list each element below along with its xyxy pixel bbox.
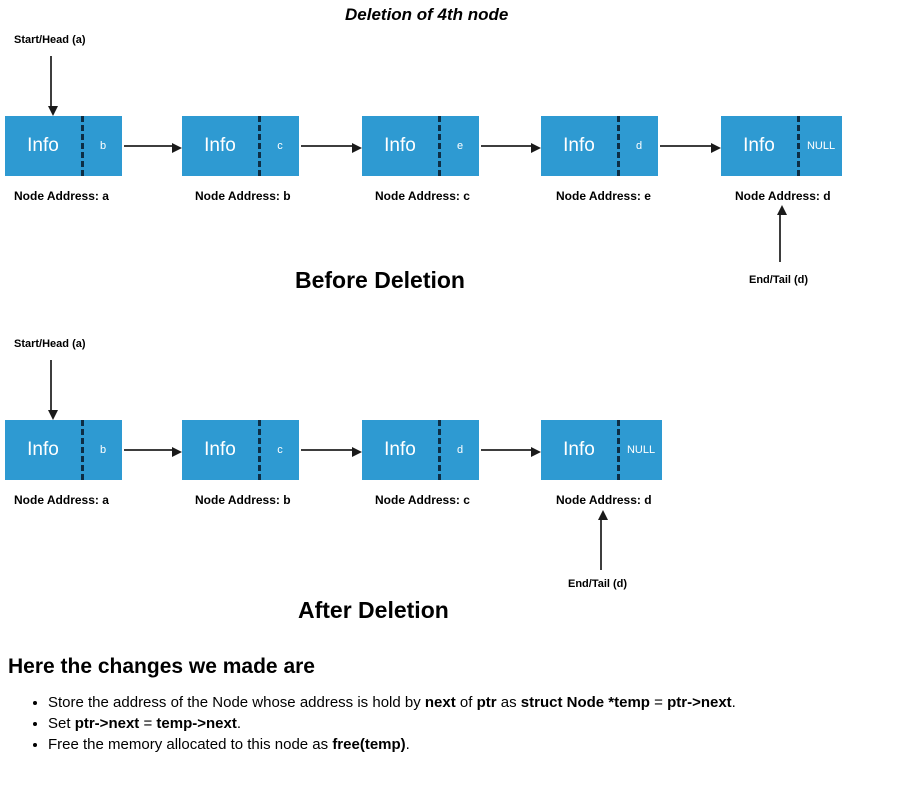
node-address-label: Node Address: d <box>735 189 831 203</box>
changes-list: Store the address of the Node whose addr… <box>8 692 904 755</box>
head-arrow-down-icon <box>48 56 58 116</box>
text-segment: ptr->next <box>74 715 140 732</box>
page-title: Deletion of 4th node <box>345 5 509 24</box>
link-arrow-icon <box>301 143 362 153</box>
node-info-field: Info <box>384 439 416 460</box>
node-next-pointer-field: b <box>81 116 122 176</box>
text-segment: = <box>649 694 668 711</box>
node-info-field: Info <box>27 135 59 156</box>
node-info-field: Info <box>204 135 236 156</box>
node-next-pointer-field: c <box>258 420 299 480</box>
text-segment: . <box>731 694 736 711</box>
node-info-field: Info <box>563 439 595 460</box>
node-next-pointer-field: d <box>438 420 479 480</box>
before-node-3: Info e <box>362 116 479 176</box>
link-arrow-icon <box>660 143 721 153</box>
changes-section: Here the changes we made are Store the a… <box>8 655 904 755</box>
node-next-pointer-field: NULL <box>797 116 842 176</box>
node-info-field: Info <box>743 135 775 156</box>
text-segment: free(temp) <box>332 736 406 753</box>
node-next-pointer-field: b <box>81 420 122 480</box>
node-info-field: Info <box>384 135 416 156</box>
text-segment: . <box>405 736 410 753</box>
text-segment: struct Node *temp <box>520 694 650 711</box>
text-segment: = <box>139 715 157 732</box>
link-arrow-icon <box>481 143 541 153</box>
node-info-field: Info <box>563 135 595 156</box>
node-next-pointer-field: e <box>438 116 479 176</box>
link-arrow-icon <box>481 447 541 457</box>
node-address-label: Node Address: b <box>195 493 291 507</box>
before-node-1: Info b <box>5 116 122 176</box>
after-node-4: Info NULL <box>541 420 662 480</box>
text-segment: Set <box>48 715 75 732</box>
node-next-pointer-field: NULL <box>617 420 662 480</box>
before-node-2: Info c <box>182 116 299 176</box>
after-node-2: Info c <box>182 420 299 480</box>
before-node-4: Info d <box>541 116 658 176</box>
node-address-label: Node Address: d <box>556 493 652 507</box>
node-address-label: Node Address: e <box>556 189 651 203</box>
link-arrow-icon <box>301 447 362 457</box>
after-deletion-heading: After Deletion <box>298 597 449 623</box>
node-address-label: Node Address: a <box>14 189 109 203</box>
before-tail-label: End/Tail (d) <box>749 274 809 286</box>
after-head-label: Start/Head (a) <box>14 338 86 350</box>
text-segment: ptr <box>476 694 497 711</box>
head-arrow-down-icon <box>48 360 58 420</box>
node-address-label: Node Address: a <box>14 493 109 507</box>
node-address-label: Node Address: c <box>375 189 470 203</box>
after-node-3: Info d <box>362 420 479 480</box>
text-segment: next <box>424 694 456 711</box>
text-segment: Store the address of the Node whose addr… <box>48 694 425 711</box>
node-info-field: Info <box>27 439 59 460</box>
node-next-pointer-field: d <box>617 116 658 176</box>
tail-arrow-up-icon <box>777 205 787 262</box>
text-segment: . <box>236 715 241 732</box>
after-tail-label: End/Tail (d) <box>568 578 628 590</box>
link-arrow-icon <box>124 447 182 457</box>
text-segment: temp->next <box>156 715 237 732</box>
text-segment: of <box>455 694 477 711</box>
after-node-1: Info b <box>5 420 122 480</box>
text-segment: ptr->next <box>667 694 732 711</box>
change-item: Set ptr->next = temp->next. <box>48 713 904 734</box>
text-segment: Free the memory allocated to this node a… <box>48 736 333 753</box>
before-node-5: Info NULL <box>721 116 842 176</box>
node-address-label: Node Address: c <box>375 493 470 507</box>
before-deletion-heading: Before Deletion <box>295 267 465 293</box>
node-info-field: Info <box>204 439 236 460</box>
change-item: Store the address of the Node whose addr… <box>48 692 904 713</box>
text-segment: as <box>496 694 521 711</box>
node-next-pointer-field: c <box>258 116 299 176</box>
change-item: Free the memory allocated to this node a… <box>48 734 904 755</box>
node-address-label: Node Address: b <box>195 189 291 203</box>
link-arrow-icon <box>124 143 182 153</box>
before-head-label: Start/Head (a) <box>14 34 86 46</box>
changes-heading: Here the changes we made are <box>8 655 315 678</box>
tail-arrow-up-icon <box>598 510 608 570</box>
